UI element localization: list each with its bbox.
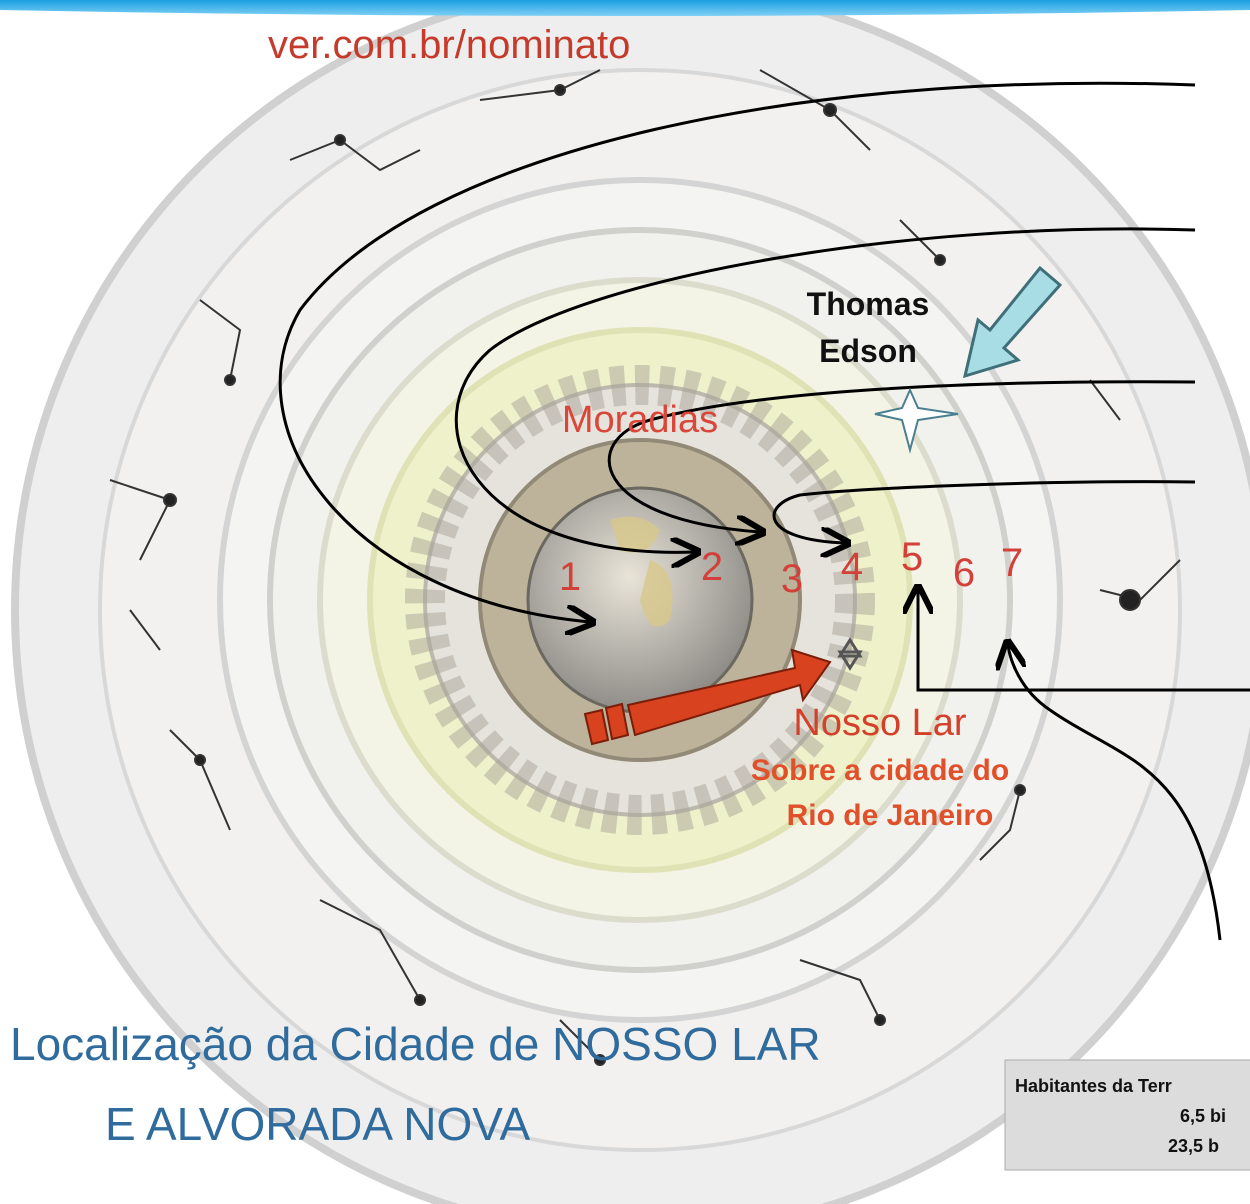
ring-number: 7	[1001, 541, 1023, 585]
star	[874, 387, 959, 454]
ring-number: 1	[559, 555, 581, 599]
info-line-1: Habitantes da Terr	[1015, 1076, 1172, 1096]
label-nosso-lar: Nosso Lar	[793, 702, 967, 744]
title-line-2: E ALVORADA NOVA	[105, 1098, 531, 1150]
ring-number: 5	[901, 535, 923, 579]
ring-number: 3	[781, 557, 803, 601]
rings	[11, 0, 1250, 1204]
info-line-2: 6,5 bi	[1180, 1106, 1226, 1126]
nosso-lar-arrow	[583, 648, 832, 746]
edison-arrow	[962, 265, 1063, 379]
label-edson: Edson	[819, 333, 917, 369]
label-moradias: Moradias	[562, 399, 718, 441]
constellations	[109, 69, 1181, 1066]
pointer-arrows	[278, 81, 1250, 941]
url-text: ver.com.br/nominato	[268, 23, 630, 67]
ring-number: 4	[841, 545, 863, 589]
info-box	[1004, 1059, 1250, 1171]
star-of-david	[837, 637, 863, 671]
label-thomas: Thomas	[807, 286, 930, 322]
top-bar	[0, 0, 1250, 16]
label-rio: Rio de Janeiro	[787, 799, 994, 832]
info-line-3: 23,5 b	[1168, 1136, 1219, 1156]
ring-number: 2	[701, 545, 723, 589]
title-line-1: Localização da Cidade de NOSSO LAR	[10, 1018, 821, 1070]
ring-number: 6	[953, 551, 975, 595]
label-sobre: Sobre a cidade do	[751, 754, 1009, 787]
